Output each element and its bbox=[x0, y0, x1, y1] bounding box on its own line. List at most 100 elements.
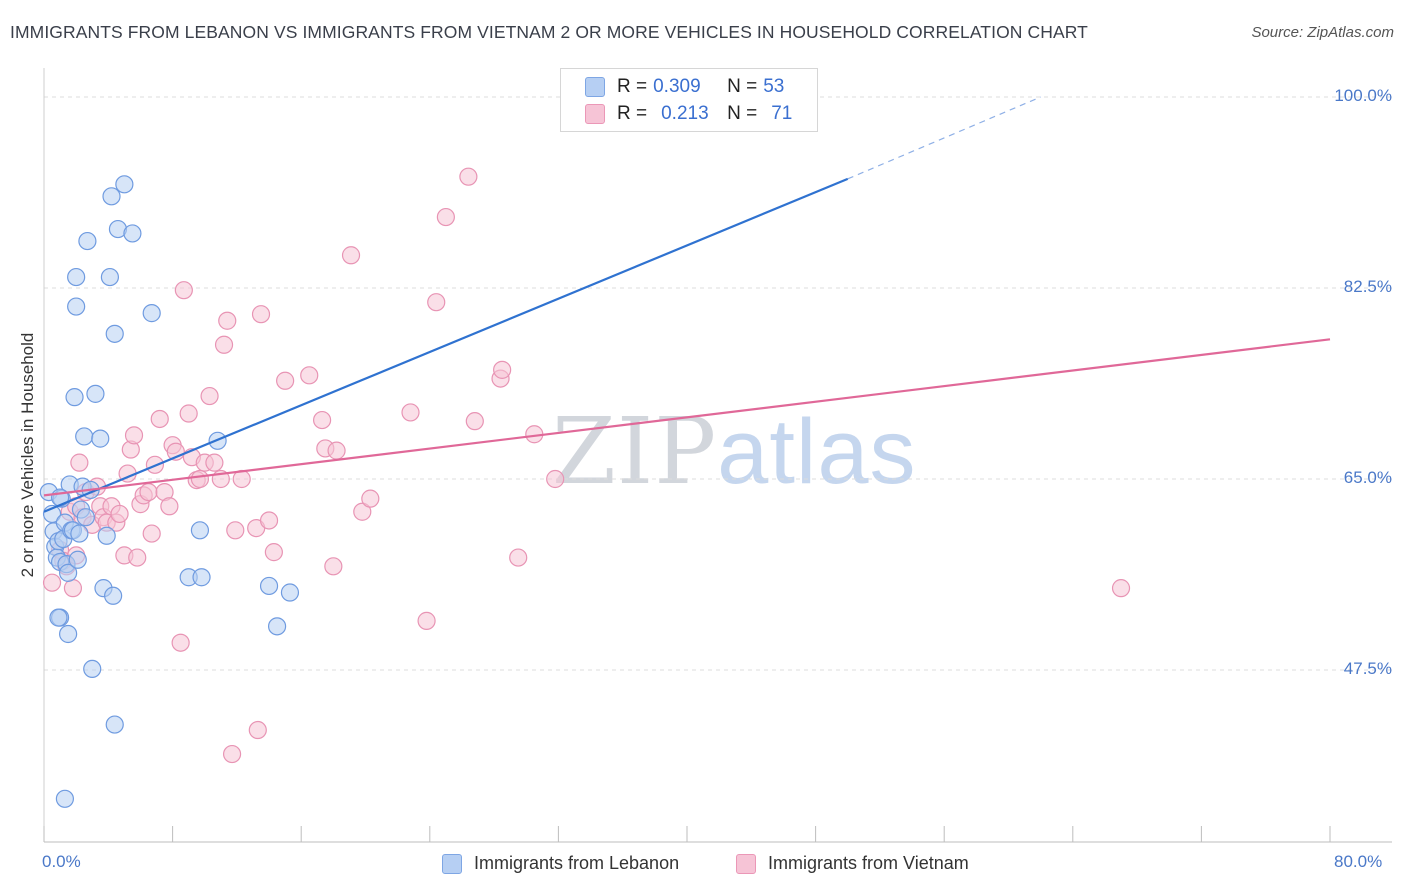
point-lebanon bbox=[100, 267, 120, 287]
series-vietnam-points bbox=[42, 167, 1131, 764]
point-lebanon bbox=[67, 267, 86, 287]
point-lebanon bbox=[115, 175, 134, 194]
gridlines bbox=[44, 96, 1392, 671]
point-vietnam bbox=[300, 366, 319, 385]
point-vietnam bbox=[417, 611, 436, 630]
point-vietnam bbox=[70, 453, 89, 472]
point-vietnam bbox=[341, 246, 361, 265]
chart-title: IMMIGRANTS FROM LEBANON VS IMMIGRANTS FR… bbox=[10, 22, 1088, 42]
point-vietnam bbox=[353, 502, 372, 521]
y-tick-label-65: 65.0% bbox=[1343, 468, 1392, 487]
trend-lines bbox=[43, 96, 1331, 513]
point-vietnam bbox=[200, 386, 219, 406]
point-vietnam bbox=[251, 305, 271, 324]
watermark: ZIPatlas bbox=[552, 398, 917, 505]
point-vietnam bbox=[1111, 579, 1131, 598]
point-vietnam bbox=[150, 409, 169, 429]
bottom-legend-vietnam: Immigrants from Vietnam bbox=[736, 853, 969, 874]
point-vietnam bbox=[214, 335, 234, 354]
point-vietnam bbox=[327, 441, 346, 460]
legend-row-lebanon: R = 0.309 N = 53 bbox=[585, 75, 784, 99]
point-vietnam bbox=[361, 489, 380, 508]
point-lebanon bbox=[65, 388, 84, 407]
point-vietnam bbox=[546, 469, 565, 489]
point-lebanon bbox=[280, 583, 300, 602]
legend-r-value-lebanon: 0.309 bbox=[653, 76, 701, 97]
point-lebanon bbox=[76, 508, 95, 527]
point-vietnam bbox=[110, 504, 129, 524]
point-lebanon bbox=[142, 304, 161, 323]
point-vietnam bbox=[190, 469, 210, 489]
point-lebanon bbox=[83, 659, 102, 679]
point-vietnam bbox=[312, 410, 332, 430]
point-vietnam bbox=[264, 543, 283, 562]
point-vietnam bbox=[493, 360, 512, 379]
point-lebanon bbox=[86, 384, 105, 403]
point-lebanon bbox=[67, 297, 86, 316]
watermark-zip: ZIP bbox=[552, 398, 718, 505]
point-vietnam bbox=[226, 521, 245, 540]
point-vietnam bbox=[174, 281, 193, 300]
point-vietnam bbox=[436, 207, 455, 227]
point-lebanon bbox=[267, 617, 287, 636]
legend-row-vietnam: R = 0.213 N = 71 bbox=[585, 102, 792, 126]
point-vietnam bbox=[139, 482, 158, 502]
point-vietnam bbox=[171, 633, 190, 652]
point-vietnam bbox=[222, 744, 242, 764]
point-vietnam bbox=[401, 403, 420, 422]
point-vietnam bbox=[128, 548, 147, 567]
legend-swatch-vietnam bbox=[585, 104, 605, 124]
point-lebanon bbox=[105, 324, 124, 343]
point-vietnam bbox=[218, 311, 237, 330]
point-lebanon bbox=[59, 624, 78, 644]
point-lebanon bbox=[75, 427, 94, 446]
point-vietnam bbox=[124, 426, 144, 445]
legend-r-value-vietnam: 0.213 bbox=[661, 103, 709, 124]
point-vietnam bbox=[276, 371, 295, 390]
point-lebanon bbox=[55, 789, 74, 808]
point-lebanon bbox=[59, 563, 78, 582]
point-vietnam bbox=[324, 557, 343, 576]
trend-line-vietnam bbox=[43, 338, 1331, 497]
series-lebanon-points bbox=[39, 87, 761, 808]
x-tick-label-min: 0.0% bbox=[42, 852, 81, 871]
point-lebanon bbox=[91, 429, 110, 448]
point-lebanon bbox=[105, 715, 124, 734]
point-vietnam bbox=[160, 497, 179, 516]
bottom-swatch-vietnam bbox=[736, 853, 756, 874]
legend-r-label: R = bbox=[617, 76, 648, 97]
point-lebanon bbox=[123, 224, 142, 243]
point-vietnam bbox=[465, 412, 484, 431]
point-vietnam bbox=[259, 511, 279, 530]
legend-n-label: N = bbox=[727, 103, 758, 124]
source-label: Source: ZipAtlas.com bbox=[1251, 24, 1394, 41]
trend-line-lebanon bbox=[43, 177, 849, 513]
point-lebanon bbox=[70, 524, 89, 543]
point-vietnam bbox=[142, 524, 161, 543]
point-lebanon bbox=[190, 521, 210, 540]
point-vietnam bbox=[205, 453, 224, 472]
watermark-atlas: atlas bbox=[717, 401, 917, 503]
point-lebanon bbox=[259, 576, 279, 596]
point-vietnam bbox=[63, 579, 83, 598]
point-lebanon bbox=[78, 231, 97, 251]
point-lebanon bbox=[102, 187, 121, 206]
bottom-legend-label-vietnam: Immigrants from Vietnam bbox=[768, 853, 969, 873]
y-tick-label-82-5: 82.5% bbox=[1343, 277, 1392, 296]
legend-r-label: R = bbox=[617, 103, 648, 124]
correlation-legend: R = 0.309 N = 53 R = 0.213 N = 71 bbox=[560, 68, 818, 132]
y-axis-label: 2 or more Vehicles in Household bbox=[18, 332, 37, 578]
point-lebanon bbox=[192, 568, 211, 587]
x-tick-label-max: 80.0% bbox=[1334, 852, 1383, 871]
y-tick-label-100: 100.0% bbox=[1334, 86, 1392, 105]
point-lebanon bbox=[68, 550, 87, 569]
point-vietnam bbox=[42, 573, 62, 592]
point-vietnam bbox=[509, 548, 528, 567]
trend-line-lebanon-extension bbox=[847, 96, 1041, 180]
point-lebanon bbox=[49, 608, 68, 627]
legend-n-label: N = bbox=[727, 76, 758, 97]
point-lebanon bbox=[104, 586, 123, 605]
point-vietnam bbox=[248, 720, 267, 740]
legend-swatch-lebanon bbox=[585, 77, 605, 97]
